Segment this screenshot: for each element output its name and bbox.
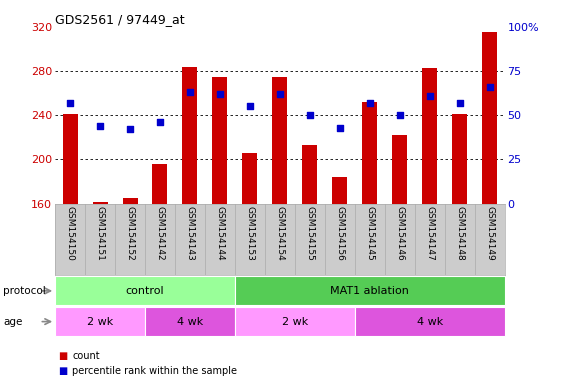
Text: GSM154151: GSM154151 (96, 206, 104, 260)
Bar (93, 202, 107, 204)
Bar (145, 307, 235, 336)
Bar (242, 153, 258, 204)
Point (365, 100, 374, 106)
Point (455, 100, 464, 106)
Text: GSM154144: GSM154144 (215, 206, 224, 260)
Text: 2 wk: 2 wk (282, 316, 308, 327)
Bar (235, 276, 505, 305)
Bar (55, 307, 145, 336)
Text: GSM154147: GSM154147 (425, 206, 434, 260)
Point (95, 123, 104, 129)
Bar (332, 177, 347, 204)
Text: 4 wk: 4 wk (177, 316, 203, 327)
Text: GSM154154: GSM154154 (276, 206, 284, 260)
Text: percentile rank within the sample: percentile rank within the sample (72, 366, 237, 376)
Bar (482, 32, 497, 204)
Bar (153, 164, 168, 204)
Bar (122, 198, 137, 204)
Point (66, 100, 75, 106)
Bar (212, 76, 227, 204)
Text: 2 wk: 2 wk (87, 316, 113, 327)
Bar (183, 67, 197, 204)
Text: GSM154150: GSM154150 (66, 206, 75, 260)
Bar (302, 145, 317, 204)
Text: GSM154143: GSM154143 (186, 206, 194, 260)
Point (335, 124, 345, 131)
Point (215, 91, 224, 97)
Text: GSM154142: GSM154142 (155, 206, 165, 260)
Point (125, 126, 135, 132)
Text: GSM154148: GSM154148 (455, 206, 464, 260)
Bar (235, 307, 355, 336)
Point (395, 112, 404, 118)
Text: age: age (3, 317, 22, 327)
Text: GSM154155: GSM154155 (305, 206, 314, 260)
Bar (55, 276, 235, 305)
Text: GSM154156: GSM154156 (335, 206, 345, 260)
Point (185, 89, 194, 95)
Text: GSM154146: GSM154146 (395, 206, 404, 260)
Point (275, 91, 284, 97)
Bar (392, 135, 407, 204)
Text: control: control (126, 286, 164, 296)
Text: GSM154152: GSM154152 (125, 206, 135, 260)
Bar (362, 102, 377, 204)
Point (485, 84, 494, 90)
Text: count: count (72, 351, 100, 361)
Bar (452, 114, 467, 204)
Bar (273, 76, 287, 204)
Point (305, 112, 314, 118)
Text: GSM154149: GSM154149 (485, 206, 494, 260)
Text: ■: ■ (58, 366, 67, 376)
Point (155, 119, 165, 125)
Text: ■: ■ (58, 351, 67, 361)
Text: GSM154153: GSM154153 (245, 206, 255, 260)
Text: protocol: protocol (3, 286, 46, 296)
Point (425, 93, 434, 99)
Bar (422, 68, 437, 204)
Text: MAT1 ablation: MAT1 ablation (331, 286, 409, 296)
Bar (355, 307, 505, 336)
Text: GSM154145: GSM154145 (365, 206, 374, 260)
Text: GDS2561 / 97449_at: GDS2561 / 97449_at (55, 13, 184, 26)
Point (245, 103, 255, 109)
Bar (63, 114, 78, 204)
Text: 4 wk: 4 wk (416, 316, 443, 327)
